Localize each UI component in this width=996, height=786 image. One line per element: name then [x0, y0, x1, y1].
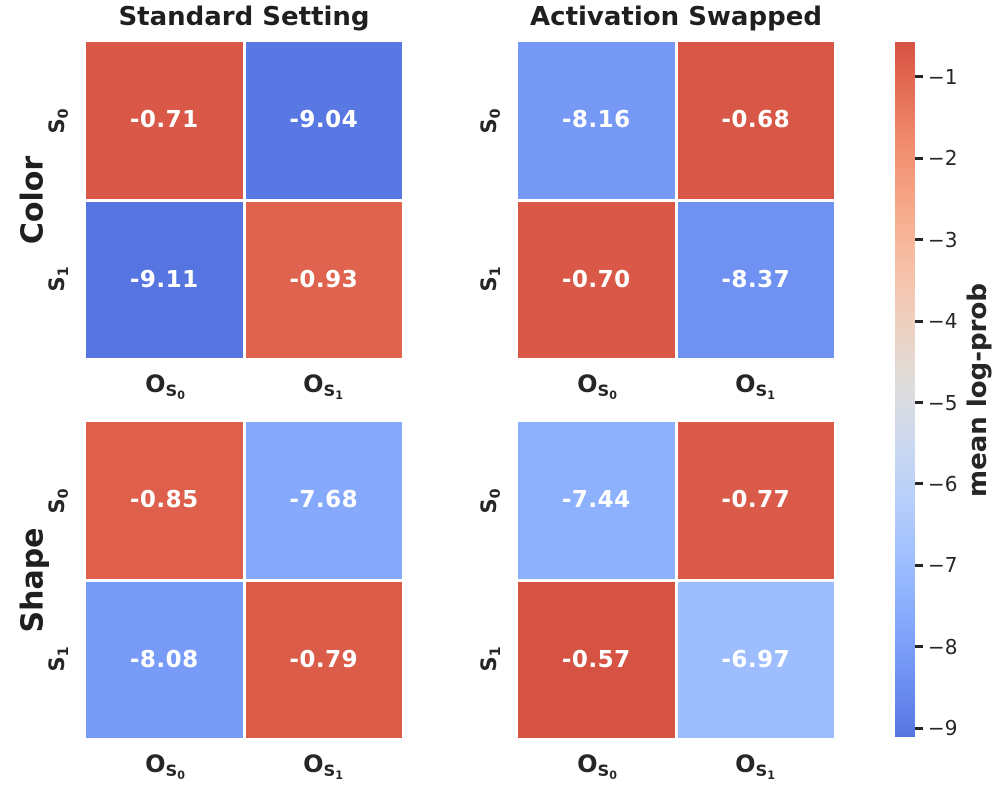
heatmap-cell: -7.68	[245, 422, 402, 579]
cell-annotation: -0.68	[721, 107, 791, 134]
cell-annotation: -7.68	[289, 487, 359, 514]
cell-annotation: -9.04	[289, 107, 359, 134]
x-tick-os1: OS1	[303, 370, 343, 402]
cell-annotation: -0.70	[561, 266, 631, 293]
x-tick-os1: OS1	[735, 370, 775, 402]
heatmap-grid: -0.85 -7.68 -8.08 -0.79	[86, 422, 402, 738]
colorbar-tick: −7	[915, 553, 957, 577]
x-tick-os0: OS0	[577, 750, 617, 782]
colorbar: −1 −2 −3 −4 −5 −6 −7 −8 −9 mean log-prob	[895, 42, 996, 740]
colorbar-tick: −2	[915, 146, 957, 170]
tick-label: −9	[928, 716, 958, 741]
heatmap-shape-standard: -0.85 -7.68 -8.08 -0.79 S0 S1 OS0 OS1	[45, 422, 402, 781]
heatmap-cell: -0.77	[677, 422, 834, 579]
cell-annotation: -0.79	[289, 646, 359, 673]
cell-annotation: -7.44	[561, 487, 631, 514]
colorbar-tick: −3	[915, 228, 957, 252]
heatmap-grid: -0.71 -9.04 -9.11 -0.93	[86, 42, 402, 358]
x-tick-os1: OS1	[735, 750, 775, 782]
cell-annotation: -8.08	[129, 646, 199, 673]
cell-annotation: -0.77	[721, 487, 791, 514]
cell-annotation: -8.16	[561, 107, 631, 134]
colorbar-tick: −9	[915, 716, 957, 740]
heatmap-cell: -0.71	[86, 42, 243, 199]
tick-label: −1	[928, 64, 958, 89]
heatmap-cell: -8.16	[518, 42, 675, 199]
heatmap-cell: -0.68	[677, 42, 834, 199]
colorbar-tick: −1	[915, 65, 957, 89]
cell-annotation: -9.11	[129, 266, 199, 293]
tick-label: −8	[928, 634, 958, 659]
colorbar-gradient	[895, 42, 915, 737]
x-tick-os1: OS1	[303, 750, 343, 782]
tick-mark	[915, 645, 923, 649]
tick-mark	[915, 156, 923, 160]
heatmap-cell: -6.97	[677, 581, 834, 738]
heatmap-shape-swapped: -7.44 -0.77 -0.57 -6.97 S0 S1 OS0 OS1	[477, 422, 834, 781]
heatmap-color-swapped: -8.16 -0.68 -0.70 -8.37 S0 S1 OS0 OS1	[477, 42, 834, 401]
cell-annotation: -8.37	[721, 266, 791, 293]
tick-label: −7	[928, 553, 958, 578]
heatmap-grid: -7.44 -0.77 -0.57 -6.97	[518, 422, 834, 738]
tick-mark	[915, 238, 923, 242]
heatmap-cell: -0.79	[245, 581, 402, 738]
tick-mark	[915, 563, 923, 567]
tick-mark	[915, 482, 923, 486]
tick-label: −4	[928, 309, 958, 334]
cell-annotation: -6.97	[721, 646, 791, 673]
heatmap-color-standard: -0.71 -9.04 -9.11 -0.93 S0 S1 OS0 OS1	[45, 42, 402, 401]
heatmap-cell: -0.57	[518, 581, 675, 738]
tick-label: −5	[928, 390, 958, 415]
tick-mark	[915, 75, 923, 79]
tick-label: −6	[928, 471, 958, 496]
cell-annotation: -0.71	[129, 107, 199, 134]
tick-mark	[915, 401, 923, 405]
tick-mark	[915, 726, 923, 730]
heatmap-cell: -9.11	[86, 201, 243, 358]
colorbar-tick: −5	[915, 391, 957, 415]
heatmap-cell: -8.08	[86, 581, 243, 738]
colorbar-tick: −6	[915, 472, 957, 496]
colorbar-tick: −4	[915, 309, 957, 333]
tick-label: −2	[928, 146, 958, 171]
cell-annotation: -0.93	[289, 266, 359, 293]
heatmap-cell: -7.44	[518, 422, 675, 579]
heatmap-cell: -0.70	[518, 201, 675, 358]
column-title-standard-setting: Standard Setting	[118, 2, 370, 32]
colorbar-tick: −8	[915, 635, 957, 659]
heatmap-cell: -0.85	[86, 422, 243, 579]
heatmap-cell: -0.93	[245, 201, 402, 358]
heatmap-cell: -9.04	[245, 42, 402, 199]
cell-annotation: -0.85	[129, 487, 199, 514]
x-tick-os0: OS0	[145, 370, 185, 402]
tick-label: −3	[928, 227, 958, 252]
heatmap-cell: -8.37	[677, 201, 834, 358]
x-tick-os0: OS0	[577, 370, 617, 402]
cell-annotation: -0.57	[561, 646, 631, 673]
column-title-activation-swapped: Activation Swapped	[530, 2, 822, 32]
heatmap-grid: -8.16 -0.68 -0.70 -8.37	[518, 42, 834, 358]
x-tick-os0: OS0	[145, 750, 185, 782]
tick-mark	[915, 319, 923, 323]
